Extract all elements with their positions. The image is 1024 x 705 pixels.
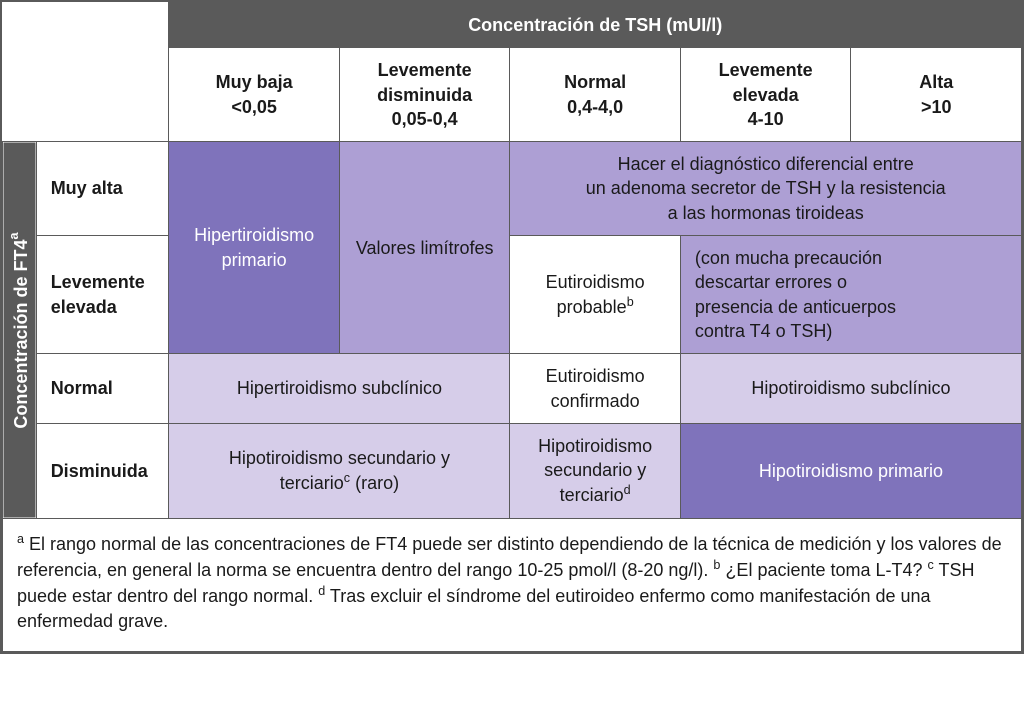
- cell-hiper-subclinico: Hipertiroidismo subclínico: [169, 354, 510, 424]
- corner-empty-2: [3, 48, 169, 142]
- cell-hiper-primario: Hipertiroidismoprimario: [169, 142, 340, 354]
- col-muybaja: Muy baja<0,05: [169, 48, 340, 142]
- cell-hipo-sec-terc: Hipotiroidismosecundario yterciariod: [510, 423, 681, 518]
- cell-hipo-primario: Hipotiroidismo primario: [680, 423, 1021, 518]
- col-normal: Normal0,4-4,0: [510, 48, 681, 142]
- rowlabel-normal: Normal: [36, 354, 169, 424]
- cell-hipo-sec-terc-raro: Hipotiroidismo secundario yterciarioc (r…: [169, 423, 510, 518]
- ft4-title: Concentración de FT4a: [3, 142, 37, 519]
- col-levele: Levementeelevada4-10: [680, 48, 851, 142]
- col-alta: Alta>10: [851, 48, 1022, 142]
- rowlabel-disminuida: Disminuida: [36, 423, 169, 518]
- diagnostic-grid: Concentración de TSH (mUI/l) Muy baja<0,…: [2, 2, 1022, 652]
- footnotes: a El rango normal de las concentraciones…: [3, 518, 1022, 651]
- rowlabel-levele: Levemente elevada: [36, 236, 169, 354]
- cell-precaucion: (con mucha precaucióndescartar errores o…: [680, 236, 1021, 354]
- cell-limitrofes: Valores limítrofes: [339, 142, 510, 354]
- cell-eutiro-probable: Eutiroidismoprobableb: [510, 236, 681, 354]
- tsh-ft4-table: Concentración de TSH (mUI/l) Muy baja<0,…: [0, 0, 1024, 654]
- corner-empty: [3, 3, 169, 48]
- tsh-title: Concentración de TSH (mUI/l): [169, 3, 1022, 48]
- cell-hipo-subclinico: Hipotiroidismo subclínico: [680, 354, 1021, 424]
- rowlabel-muyalta: Muy alta: [36, 142, 169, 236]
- cell-diag-diferencial: Hacer el diagnóstico diferencial entreun…: [510, 142, 1022, 236]
- col-levdis: Levementedisminuida0,05-0,4: [339, 48, 510, 142]
- cell-eutiro-confirmado: Eutiroidismoconfirmado: [510, 354, 681, 424]
